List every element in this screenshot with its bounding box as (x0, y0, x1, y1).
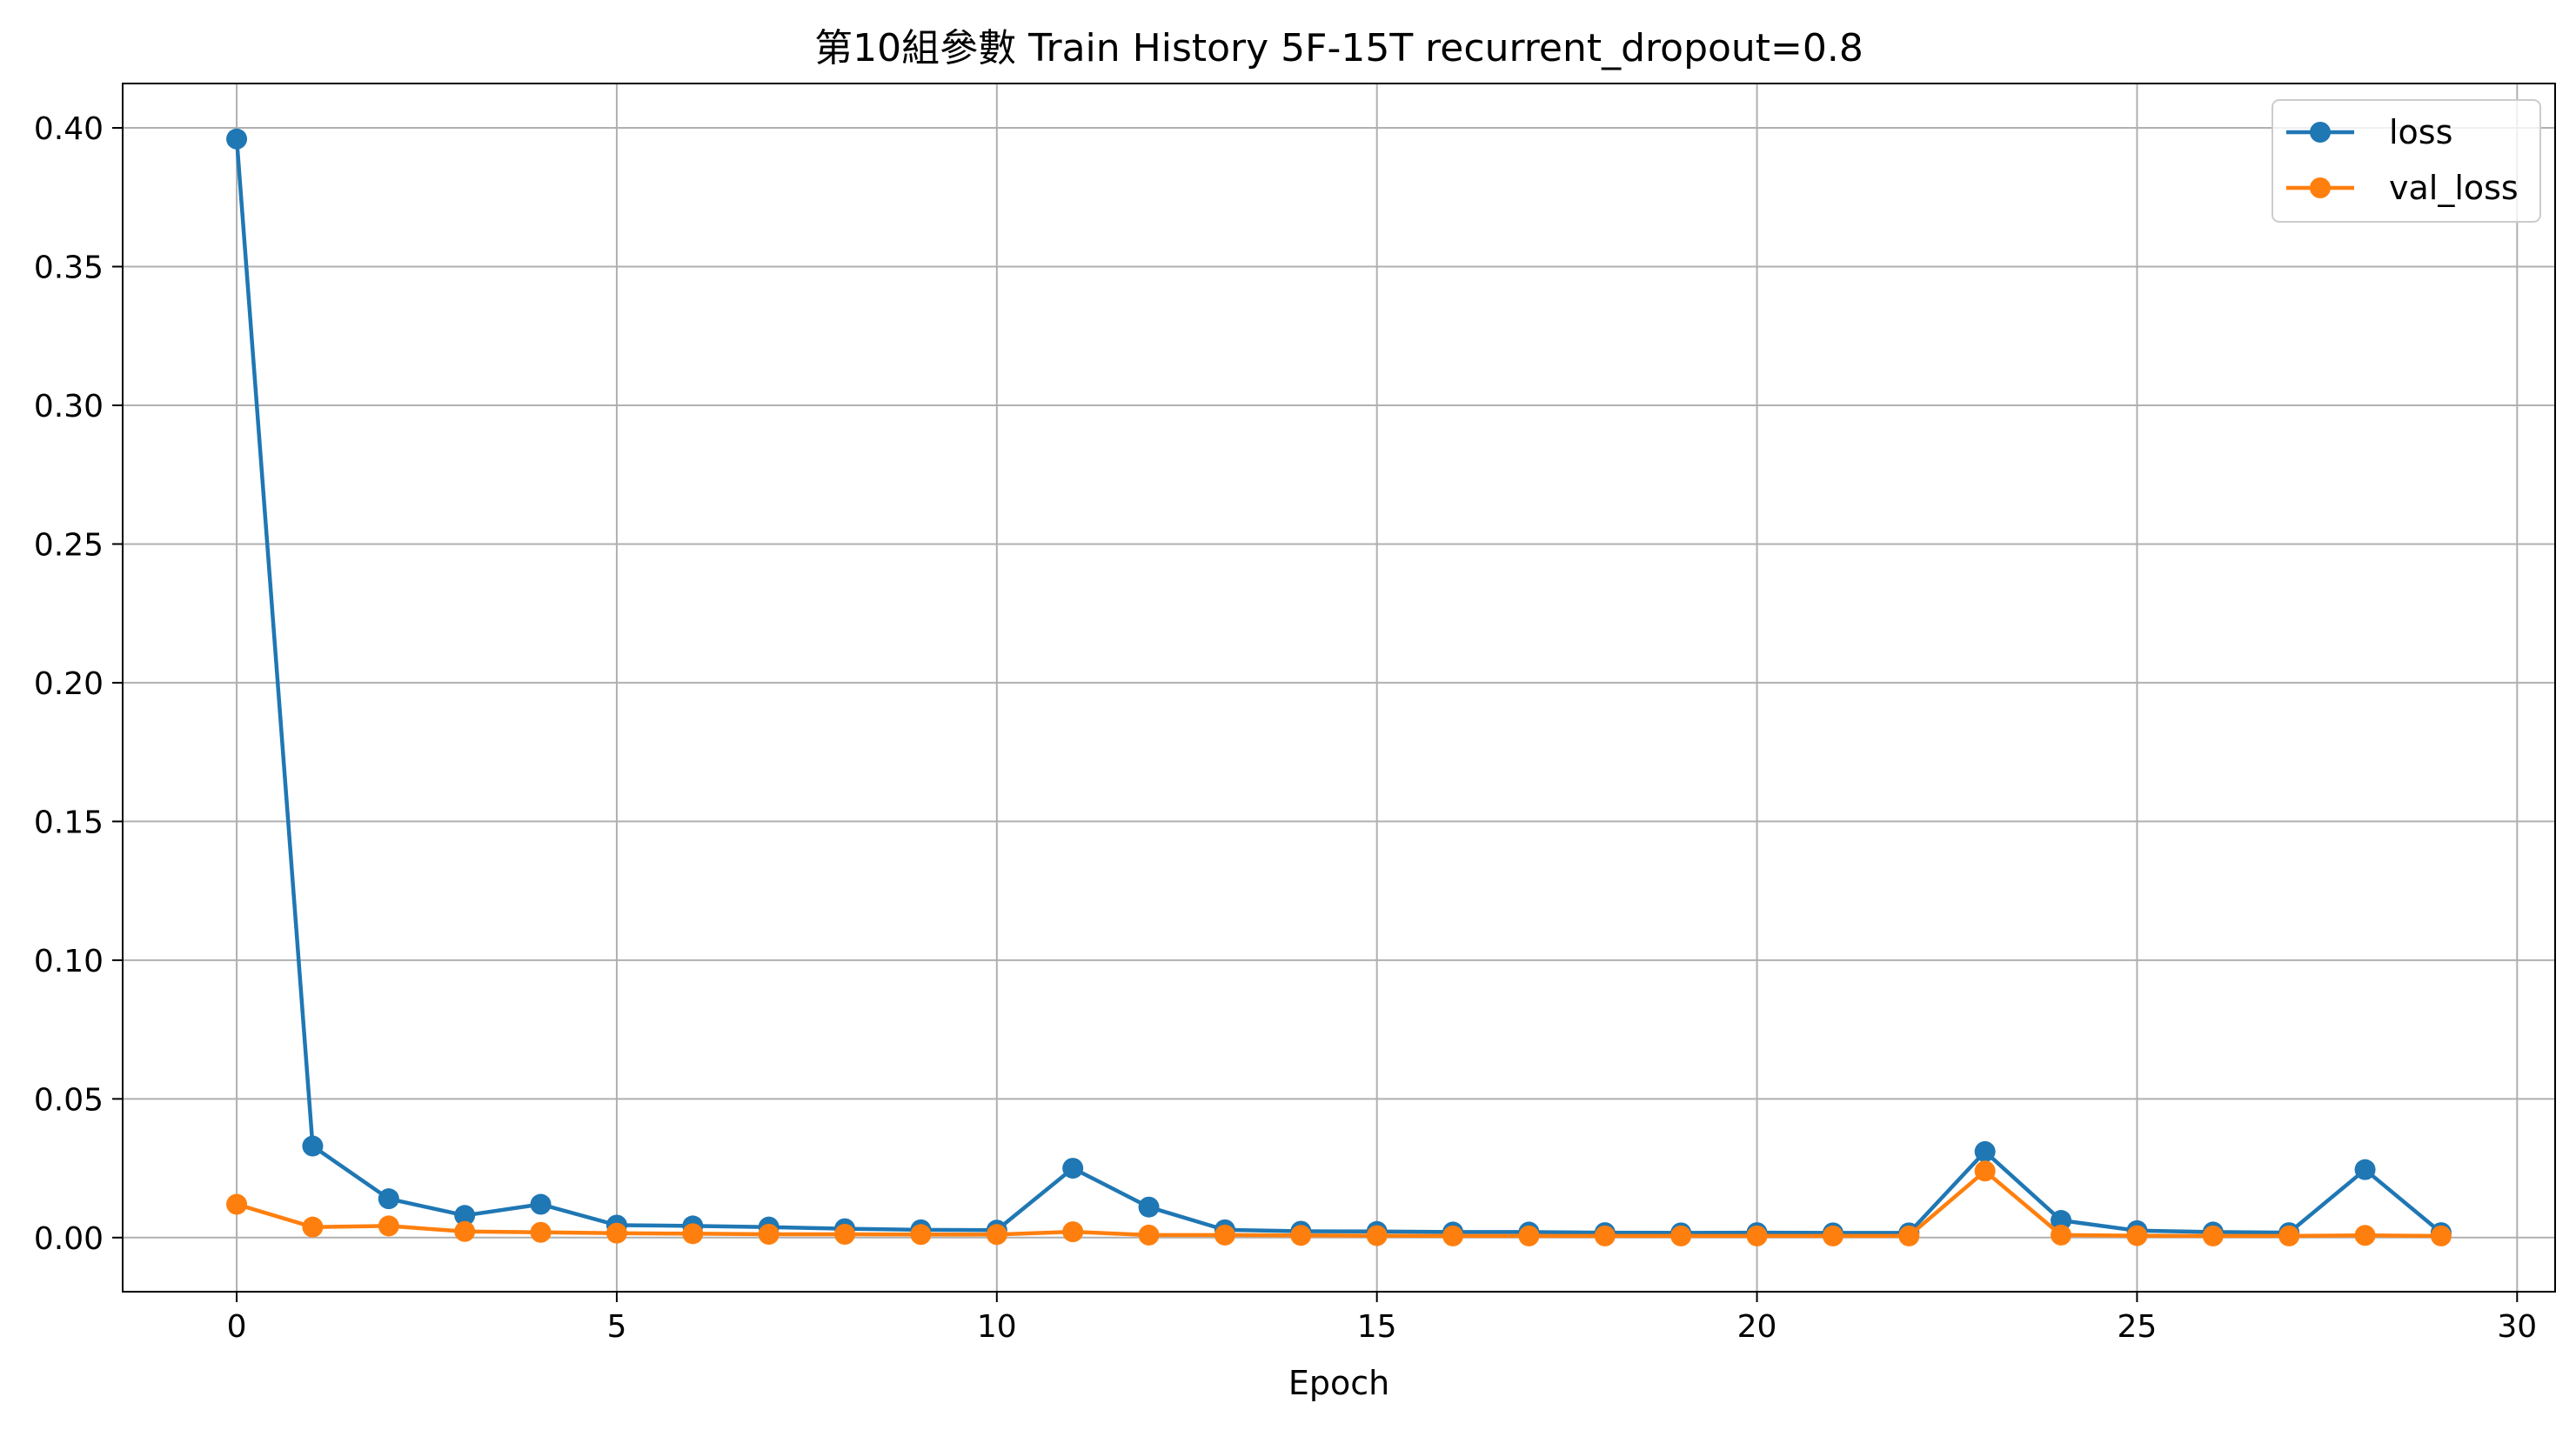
y-tick-label: 0.30 (34, 389, 104, 424)
data-point (2354, 1159, 2376, 1180)
data-point (2126, 1225, 2148, 1246)
data-point (1746, 1225, 1768, 1246)
data-point (530, 1221, 552, 1243)
legend: loss val_loss (2272, 99, 2541, 223)
data-point (1290, 1225, 1312, 1246)
x-tick-label: 5 (606, 1309, 626, 1345)
data-point (1138, 1224, 1160, 1246)
data-point (2051, 1224, 2072, 1246)
data-point (1138, 1196, 1160, 1218)
data-point (1670, 1225, 1692, 1246)
data-point (910, 1224, 932, 1246)
data-point (1518, 1225, 1540, 1246)
data-point (454, 1205, 476, 1226)
data-point (682, 1223, 704, 1245)
x-tick-label: 25 (2118, 1309, 2158, 1345)
x-tick-label: 0 (227, 1309, 247, 1345)
data-point (2051, 1210, 2072, 1232)
x-tick-label: 30 (2497, 1309, 2537, 1345)
data-point (302, 1216, 324, 1238)
legend-label: val_loss (2389, 169, 2519, 207)
x-tick-label: 10 (977, 1309, 1017, 1345)
series-val-loss (226, 1160, 2452, 1246)
data-point (2202, 1225, 2224, 1246)
y-tick-label: 0.40 (34, 111, 104, 147)
legend-item-loss: loss (2286, 113, 2452, 151)
y-tick-label: 0.20 (34, 666, 104, 702)
data-point (226, 128, 248, 150)
y-tick-label: 0.05 (34, 1082, 104, 1118)
axis-ticks: 0 5 10 15 20 25 30 0.00 0.05 0.10 0.15 0.20 0.25 0.30… (34, 111, 2537, 1345)
y-tick-label: 0.25 (34, 527, 104, 563)
data-point (378, 1188, 399, 1210)
data-point (2278, 1225, 2300, 1246)
data-point (302, 1135, 324, 1157)
x-axis-title: Epoch (1288, 1364, 1389, 1402)
data-point (1062, 1221, 1084, 1243)
data-point (378, 1215, 399, 1237)
x-tick-label: 20 (1737, 1309, 1777, 1345)
data-point (1594, 1225, 1616, 1246)
grid-lines (123, 84, 2555, 1292)
plot-frame (122, 83, 2556, 1293)
y-tick-label: 0.15 (34, 805, 104, 840)
data-point (1974, 1140, 1996, 1162)
series-line (234, 138, 2443, 1235)
data-point (758, 1223, 779, 1245)
data-point (1442, 1225, 1464, 1246)
data-point (2354, 1225, 2376, 1246)
data-point (986, 1224, 1007, 1246)
data-point (1822, 1225, 1843, 1246)
data-point (834, 1223, 856, 1245)
chart-title: 第10組參數 Train History 5F-15T recurrent_dr… (814, 26, 1863, 70)
y-tick-label: 0.00 (34, 1221, 104, 1257)
legend-label: loss (2389, 113, 2452, 151)
data-series (226, 128, 2452, 1246)
y-tick-label: 0.35 (34, 251, 104, 286)
data-point (2430, 1225, 2452, 1246)
y-tick-label: 0.10 (34, 944, 104, 979)
data-point (606, 1222, 627, 1244)
legend-marker (2310, 122, 2331, 143)
data-point (1898, 1225, 1920, 1246)
data-point (530, 1193, 552, 1215)
data-point (226, 1193, 248, 1215)
data-point (1214, 1224, 1235, 1246)
data-point (454, 1220, 476, 1242)
data-point (1062, 1158, 1084, 1179)
legend-marker (2310, 177, 2331, 198)
data-point (1366, 1225, 1388, 1246)
x-tick-label: 15 (1357, 1309, 1397, 1345)
series-line (236, 1169, 2441, 1239)
legend-item-val-loss: val_loss (2286, 169, 2519, 207)
data-point (1974, 1160, 1996, 1182)
